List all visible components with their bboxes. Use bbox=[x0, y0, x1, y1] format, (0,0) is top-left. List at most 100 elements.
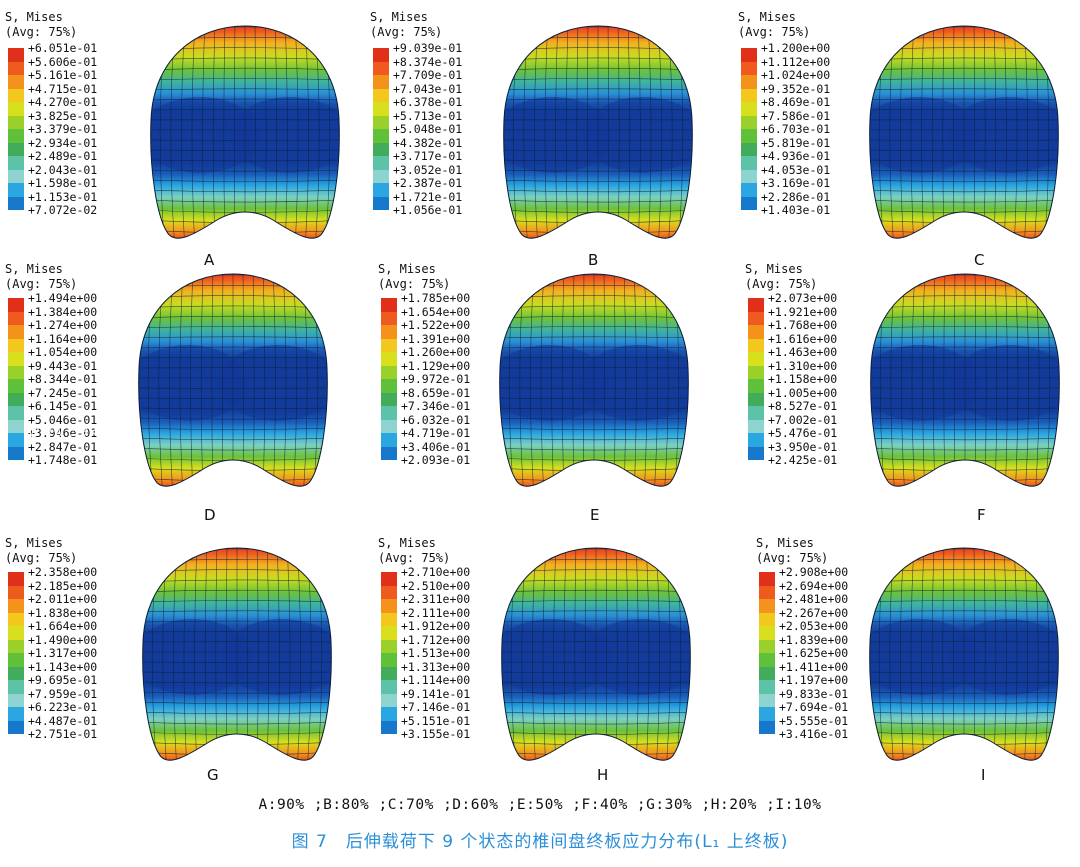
legend-swatch bbox=[381, 707, 397, 721]
legend-entry: +2.710e+00 bbox=[378, 566, 518, 586]
legend-swatch bbox=[8, 693, 24, 707]
legend-swatch bbox=[381, 572, 397, 586]
legend-value: +2.694e+00 bbox=[779, 578, 849, 593]
legend-entry: +6.051e-01 bbox=[5, 42, 145, 62]
legend-entry: +1.463e+00 bbox=[745, 346, 885, 366]
legend-entry: +3.406e-01 bbox=[378, 441, 518, 460]
legend-entry: +2.043e-01 bbox=[5, 164, 145, 183]
legend-entry: +1.403e-01 bbox=[738, 204, 878, 224]
legend-value: +1.625e+00 bbox=[779, 646, 849, 660]
legend-value: +5.151e-01 bbox=[401, 713, 471, 728]
legend-value: +3.052e-01 bbox=[393, 162, 463, 177]
legend-entry: +5.555e-01 bbox=[756, 715, 896, 734]
legend-swatch bbox=[748, 379, 764, 393]
legend-color-scale: +9.039e-01 +8.374e-01 +7.709e-01 +7.043e-01… bbox=[370, 42, 510, 224]
legend-value: +4.270e-01 bbox=[28, 95, 98, 109]
legend-swatch bbox=[381, 419, 397, 433]
legend-value: +6.145e-01 bbox=[28, 399, 98, 413]
legend-entry: +1.411e+00 bbox=[756, 661, 896, 680]
legend-entry: +8.659e-01 bbox=[378, 387, 518, 406]
stress-contour-disc bbox=[870, 273, 1060, 487]
legend-swatch bbox=[373, 48, 389, 62]
legend-color-scale: +1.200e+00 +1.112e+00 +1.024e+00 +9.352e-01… bbox=[738, 42, 878, 224]
legend-entry: +1.200e+00 bbox=[738, 42, 878, 62]
legend-entry: +1.513e+00 bbox=[378, 647, 518, 667]
stress-panel-a: S, Mises (Avg: 75%) +6.051e-01 +5.606e-01 +5… bbox=[5, 6, 365, 269]
legend-value: +6.051e-01 bbox=[28, 41, 98, 55]
legend-swatch bbox=[741, 196, 757, 210]
panel-label: I bbox=[981, 766, 986, 784]
legend-entry: +1.839e+00 bbox=[756, 634, 896, 653]
legend-value: +3.416e-01 bbox=[779, 727, 849, 741]
legend-value: +1.616e+00 bbox=[768, 331, 838, 346]
legend-value: +1.748e-01 bbox=[28, 453, 98, 467]
legend-value: +5.606e-01 bbox=[28, 54, 98, 69]
legend-entry: +1.748e-01 bbox=[5, 454, 145, 474]
legend-entry: +9.972e-01 bbox=[378, 373, 518, 393]
stress-panel-e: S, Mises (Avg: 75%) +1.785e+00 +1.654e+00 +1… bbox=[378, 258, 738, 524]
panel-label: C bbox=[974, 251, 985, 269]
stress-contour-disc bbox=[503, 25, 693, 239]
stress-panel-d: S, Mises (Avg: 75%) +1.494e+00 +1.384e+00 +1… bbox=[5, 258, 365, 524]
legend-value: +1.598e-01 bbox=[28, 176, 98, 190]
legend-value: +3.379e-01 bbox=[28, 122, 98, 136]
legend-title: S, Mises bbox=[378, 262, 436, 276]
legend-swatch bbox=[8, 720, 24, 734]
legend-entry: +1.384e+00 bbox=[5, 306, 145, 325]
legend-swatch bbox=[373, 75, 389, 89]
legend-value: +2.311e+00 bbox=[401, 592, 471, 606]
legend-swatch bbox=[748, 298, 764, 312]
legend-swatch bbox=[373, 88, 389, 102]
legend-subtitle: (Avg: 75%) bbox=[745, 277, 818, 291]
legend-swatch bbox=[381, 365, 397, 379]
legend-value: +8.659e-01 bbox=[401, 385, 471, 400]
legend-swatch bbox=[373, 115, 389, 129]
legend-value: +9.039e-01 bbox=[393, 41, 463, 55]
legend-value: +1.197e+00 bbox=[779, 673, 849, 687]
legend-swatch bbox=[381, 612, 397, 626]
legend-value: +9.141e-01 bbox=[401, 686, 471, 701]
legend-swatch bbox=[381, 392, 397, 406]
legend-title: S, Mises bbox=[5, 10, 63, 24]
legend-entry: +1.005e+00 bbox=[745, 387, 885, 406]
legend-entry: +2.510e+00 bbox=[378, 580, 518, 599]
legend-value: +2.185e+00 bbox=[28, 578, 98, 593]
legend-value: +1.313e+00 bbox=[401, 659, 471, 674]
legend-subtitle: (Avg: 75%) bbox=[378, 277, 451, 291]
legend-entry: +9.352e-01 bbox=[738, 83, 878, 102]
legend-value: +1.129e+00 bbox=[401, 358, 471, 373]
legend-entry: +7.072e-02 bbox=[5, 204, 145, 224]
legend-swatch bbox=[373, 129, 389, 143]
legend-swatch bbox=[741, 156, 757, 170]
legend-entry: +7.043e-01 bbox=[370, 83, 510, 102]
legend-entry: +1.054e+00 bbox=[5, 346, 145, 366]
legend-swatch bbox=[748, 352, 764, 366]
legend-entry: +2.751e-01 bbox=[5, 728, 145, 748]
legend-value: +1.712e+00 bbox=[401, 632, 471, 647]
legend-value: +1.912e+00 bbox=[401, 619, 471, 633]
legend-swatch bbox=[8, 102, 24, 116]
legend-swatch bbox=[8, 653, 24, 667]
legend-value: +1.384e+00 bbox=[28, 304, 98, 319]
stress-contour-disc bbox=[142, 547, 332, 761]
legend-entry: +2.011e+00 bbox=[5, 593, 145, 613]
legend-subtitle: (Avg: 75%) bbox=[5, 277, 78, 291]
legend-swatch bbox=[8, 142, 24, 156]
legend-value: +3.406e-01 bbox=[401, 439, 471, 454]
legend-entry: +1.721e-01 bbox=[370, 191, 510, 210]
legend-entry: +4.270e-01 bbox=[5, 96, 145, 116]
legend-value: +3.946e-01 bbox=[28, 426, 98, 440]
legend-entry: +3.416e-01 bbox=[756, 728, 896, 748]
legend-value: +2.908e+00 bbox=[779, 565, 849, 579]
legend-value: +1.768e+00 bbox=[768, 318, 838, 332]
legend-entry: +7.002e-01 bbox=[745, 414, 885, 433]
legend-entry: +1.654e+00 bbox=[378, 306, 518, 325]
legend-value: +1.921e+00 bbox=[768, 304, 838, 319]
legend-swatch bbox=[381, 406, 397, 420]
legend-value: +1.274e+00 bbox=[28, 318, 98, 332]
legend-entry: +1.274e+00 bbox=[5, 319, 145, 339]
legend-swatch bbox=[748, 325, 764, 339]
legend-swatch bbox=[741, 129, 757, 143]
legend-value: +7.072e-02 bbox=[28, 203, 98, 217]
legend-value: +2.358e+00 bbox=[28, 565, 98, 579]
